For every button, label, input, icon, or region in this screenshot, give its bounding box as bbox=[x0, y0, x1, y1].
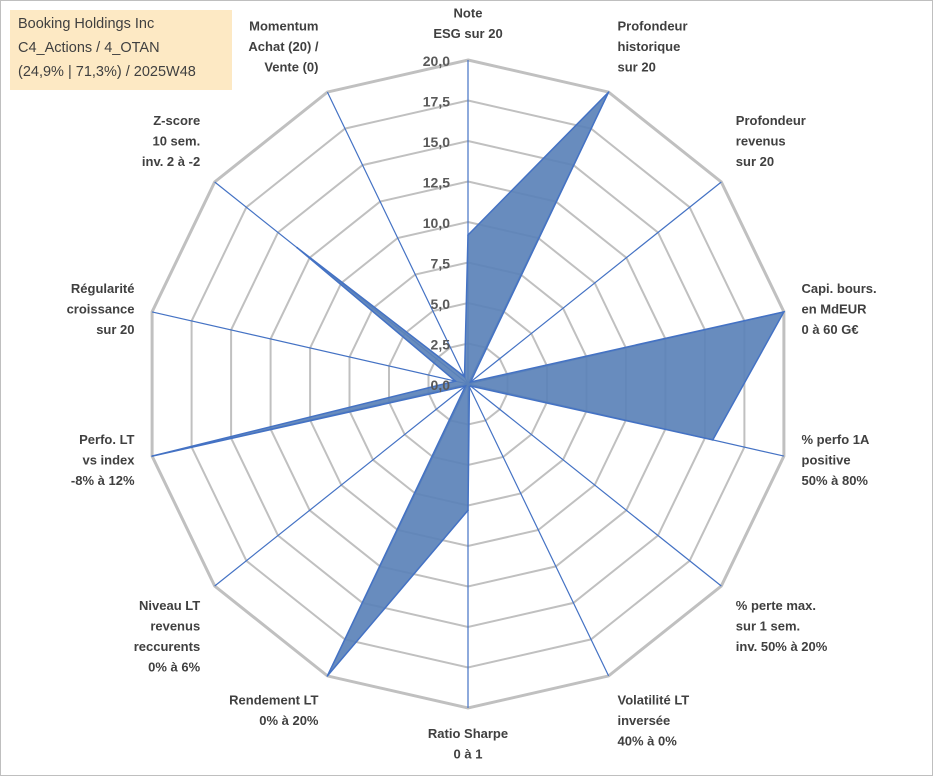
axis-label-line: Rendement LT bbox=[229, 692, 318, 707]
axis-label-line: 10 sem. bbox=[152, 134, 200, 149]
axis-label-line: historique bbox=[618, 39, 681, 54]
tick-label: 15,0 bbox=[423, 134, 450, 150]
spoke-5 bbox=[467, 383, 722, 587]
axis-label-line: 0 à 1 bbox=[454, 747, 483, 762]
data-point-12 bbox=[296, 246, 298, 249]
axis-label-12: Z-score 10 sem. inv. 2 à -2 bbox=[142, 113, 200, 169]
axis-label-line: ESG sur 20 bbox=[433, 26, 502, 41]
axis-label-line: sur 20 bbox=[736, 154, 774, 169]
axis-label-line: Régularité bbox=[71, 281, 135, 296]
tick-label: 5,0 bbox=[431, 296, 451, 312]
tick-label: 2,5 bbox=[431, 337, 451, 353]
axis-label-line: sur 1 sem. bbox=[736, 619, 800, 634]
axis-label-line: Niveau LT bbox=[139, 598, 200, 613]
data-point-4 bbox=[712, 439, 714, 441]
axis-label-line: vs index bbox=[82, 453, 135, 468]
axis-label-line: croissance bbox=[67, 301, 135, 316]
axis-label-line: en MdEUR bbox=[802, 301, 868, 316]
axis-label-line: % perte max. bbox=[736, 598, 816, 613]
tick-label: 7,5 bbox=[431, 256, 451, 272]
axis-label-10: Perfo. LT vs index -8% à 12% bbox=[71, 432, 135, 488]
stock-category: C4_Actions / 4_OTAN bbox=[18, 40, 160, 56]
axis-label-line: % perfo 1A bbox=[802, 432, 871, 447]
axis-label-7: Ratio Sharpe 0 à 1 bbox=[428, 726, 508, 762]
axis-label-line: Achat (20) / bbox=[248, 39, 318, 54]
axis-label-1: Profondeur historique sur 20 bbox=[618, 19, 688, 75]
data-point-9 bbox=[464, 385, 467, 387]
axis-label-line: inv. 50% à 20% bbox=[736, 639, 828, 654]
axis-label-line: 50% à 80% bbox=[802, 473, 869, 488]
spoke-11 bbox=[151, 311, 469, 385]
axis-label-line: inversée bbox=[618, 713, 671, 728]
axis-label-3: Capi. bours. en MdEUR 0 à 60 G€ bbox=[802, 281, 877, 337]
tick-label: 12,5 bbox=[423, 175, 450, 191]
axis-label-line: Profondeur bbox=[618, 19, 688, 34]
axis-label-13: Momentum Achat (20) / Vente (0) bbox=[248, 19, 318, 75]
data-point-6 bbox=[468, 386, 471, 388]
axis-label-line: Note bbox=[454, 6, 483, 21]
axis-label-line: 40% à 0% bbox=[618, 733, 678, 748]
stock-stats: (24,9% | 71,3%) / 2025W48 bbox=[18, 64, 196, 80]
axis-label-line: revenus bbox=[736, 134, 786, 149]
spoke-6 bbox=[467, 383, 610, 677]
axis-label-line: positive bbox=[802, 453, 851, 468]
stock-info-box: Booking Holdings Inc C4_Actions / 4_OTAN… bbox=[10, 10, 232, 90]
axis-label-line: Z-score bbox=[153, 113, 200, 128]
spoke-2 bbox=[467, 181, 722, 385]
data-point-0 bbox=[467, 234, 469, 236]
data-point-2 bbox=[469, 381, 472, 383]
tick-label: 0,0 bbox=[431, 377, 451, 393]
axis-label-line: Vente (0) bbox=[264, 60, 318, 75]
axis-label-line: sur 20 bbox=[96, 322, 134, 337]
axis-label-line: reccurents bbox=[134, 639, 200, 654]
axis-label-line: Volatilité LT bbox=[618, 692, 690, 707]
radar-series bbox=[151, 91, 786, 677]
axis-label-6: Volatilité LT inversée 40% à 0% bbox=[618, 692, 690, 748]
data-point-1 bbox=[607, 91, 610, 93]
axis-label-8: Rendement LT 0% à 20% bbox=[229, 692, 319, 728]
axis-label-9: Niveau LT revenus reccurents 0% à 6% bbox=[134, 598, 201, 675]
data-point-11 bbox=[454, 380, 457, 382]
axis-label-0: Note ESG sur 20 bbox=[433, 6, 502, 42]
axis-label-2: Profondeur revenus sur 20 bbox=[736, 113, 806, 169]
axis-label-line: inv. 2 à -2 bbox=[142, 154, 200, 169]
data-point-5 bbox=[469, 385, 472, 387]
radar-axis-labels: Note ESG sur 20 Profondeur historique sur 20… bbox=[67, 6, 877, 762]
axis-label-line: 0% à 6% bbox=[148, 660, 200, 675]
axis-label-4: % perfo 1A positive 50% à 80% bbox=[802, 432, 871, 488]
axis-label-line: sur 20 bbox=[618, 60, 656, 75]
spoke-9 bbox=[214, 383, 469, 587]
data-point-8 bbox=[326, 675, 329, 677]
axis-label-line: Ratio Sharpe bbox=[428, 726, 508, 741]
data-point-10 bbox=[151, 455, 153, 457]
axis-label-line: revenus bbox=[150, 619, 200, 634]
radar-tick-labels: 0,0 2,5 5,0 7,5 10,0 12,5 15,0 17,5 20,0 bbox=[423, 53, 450, 393]
axis-label-11: Régularité croissance sur 20 bbox=[67, 281, 135, 337]
spoke-13 bbox=[326, 91, 469, 385]
data-point-7 bbox=[467, 509, 469, 512]
axis-label-line: Profondeur bbox=[736, 113, 806, 128]
axis-label-line: 0% à 20% bbox=[259, 713, 319, 728]
data-point-3 bbox=[783, 311, 785, 313]
tick-label: 20,0 bbox=[423, 53, 450, 69]
axis-label-line: 0 à 60 G€ bbox=[802, 322, 859, 337]
stock-name: Booking Holdings Inc bbox=[18, 16, 155, 32]
axis-label-5: % perte max. sur 1 sem. inv. 50% à 20% bbox=[736, 598, 828, 654]
axis-label-line: Momentum bbox=[249, 19, 318, 34]
axis-label-line: Capi. bours. bbox=[802, 281, 877, 296]
tick-label: 10,0 bbox=[423, 215, 450, 231]
axis-label-line: Perfo. LT bbox=[79, 432, 134, 447]
axis-label-line: -8% à 12% bbox=[71, 473, 135, 488]
tick-label: 17,5 bbox=[423, 94, 450, 110]
data-point-13 bbox=[463, 375, 466, 378]
